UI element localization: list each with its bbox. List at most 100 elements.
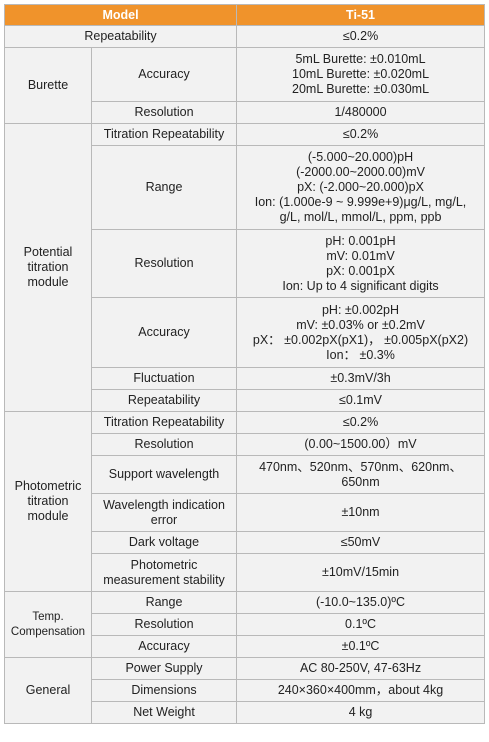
spec-value: ≤0.2% bbox=[236, 123, 486, 146]
value-line: pX: (-2.000~20.000)pX bbox=[297, 180, 424, 194]
spec-value: ≤0.1mV bbox=[236, 389, 486, 412]
spec-label: Fluctuation bbox=[90, 367, 238, 390]
table-row: Repeatability ≤0.2% bbox=[3, 25, 486, 48]
group-potential: Potential titration module bbox=[4, 123, 92, 412]
group-photometric: Photometric titration module bbox=[4, 411, 92, 592]
spec-label: Power Supply bbox=[90, 657, 238, 680]
spec-label: Dark voltage bbox=[90, 531, 238, 554]
spec-value: (-5.000~20.000)pH (-2000.00~2000.00)mV p… bbox=[236, 145, 486, 230]
table-row: Resolution 1/480000 bbox=[5, 101, 486, 124]
spec-label: Resolution bbox=[90, 101, 238, 124]
table-row: Repeatability ≤0.1mV bbox=[5, 389, 486, 412]
group-line: Temp. bbox=[32, 610, 64, 623]
table-row: Resolution 0.1ºC bbox=[5, 613, 486, 636]
spec-label: Titration Repeatability bbox=[90, 411, 238, 434]
spec-label: Repeatability bbox=[90, 389, 238, 412]
spec-value: pH: ±0.002pH mV: ±0.03% or ±0.2mV pX： ±0… bbox=[236, 297, 486, 368]
value-line: 470nm、520nm、570nm、620nm、 bbox=[259, 459, 462, 474]
spec-value: 470nm、520nm、570nm、620nm、 650nm bbox=[236, 455, 486, 494]
spec-label: Repeatability bbox=[3, 25, 238, 48]
label-line: Wavelength indication bbox=[103, 497, 225, 512]
spec-label: Resolution bbox=[90, 613, 238, 636]
spec-label: Dimensions bbox=[90, 679, 238, 702]
value-line: 650nm bbox=[341, 474, 380, 489]
group-line: titration bbox=[27, 494, 69, 508]
value-line: pH: ±0.002pH bbox=[321, 302, 400, 317]
table-row: Resolution pH: 0.001pH mV: 0.01mV pX: 0.… bbox=[5, 229, 486, 298]
value-line: 20mL Burette: ±0.030mL bbox=[292, 82, 430, 96]
header-row: Model Ti-51 bbox=[3, 4, 486, 26]
value-line: Ion: Up to 4 significant digits bbox=[282, 278, 439, 293]
label-line: measurement stability bbox=[103, 572, 225, 587]
value-line: (-2000.00~2000.00)mV bbox=[296, 165, 425, 179]
spec-table: Model Ti-51 Repeatability ≤0.2% Burette … bbox=[3, 4, 486, 724]
spec-value: ≤50mV bbox=[236, 531, 486, 554]
group-line: Photometric bbox=[14, 479, 82, 493]
spec-value: 240×360×400mm，about 4kg bbox=[236, 679, 486, 702]
spec-label: Accuracy bbox=[90, 297, 238, 368]
value-line: g/L, mol/L, mmol/L, ppm, ppb bbox=[279, 210, 442, 224]
value-line: mV: 0.01mV bbox=[326, 248, 395, 263]
label-line: Photometric bbox=[130, 557, 198, 572]
label-line: error bbox=[150, 512, 178, 527]
table-row: Resolution (0.00~1500.00）mV bbox=[5, 433, 486, 456]
table-row: Range (-5.000~20.000)pH (-2000.00~2000.0… bbox=[5, 145, 486, 230]
spec-label: Resolution bbox=[90, 229, 238, 298]
header-model: Model bbox=[3, 4, 238, 26]
value-line: mV: ±0.03% or ±0.2mV bbox=[296, 317, 425, 332]
value-line: 10mL Burette: ±0.020mL bbox=[292, 67, 430, 81]
group-line: module bbox=[27, 275, 69, 289]
spec-value: ±0.3mV/3h bbox=[236, 367, 486, 390]
table-row: Net Weight 4 kg bbox=[5, 701, 486, 724]
table-row: Temp. Compensation Range (-10.0~135.0)ºC bbox=[4, 591, 486, 658]
spec-label: Photometric measurement stability bbox=[90, 553, 238, 592]
spec-label: Resolution bbox=[90, 433, 238, 456]
value-line: Ion： ±0.3% bbox=[326, 347, 395, 362]
table-row: Accuracy ±0.1ºC bbox=[5, 635, 486, 658]
table-row: Dimensions 240×360×400mm，about 4kg bbox=[5, 679, 486, 702]
spec-label: Accuracy bbox=[90, 635, 238, 658]
value-line: pH: 0.001pH bbox=[325, 233, 396, 248]
spec-label: Titration Repeatability bbox=[90, 123, 238, 146]
spec-label: Accuracy bbox=[90, 47, 238, 102]
table-row: General Power Supply AC 80-250V, 47-63Hz bbox=[4, 657, 486, 724]
table-row: Accuracy pH: ±0.002pH mV: ±0.03% or ±0.2… bbox=[5, 297, 486, 368]
value-line: pX: 0.001pX bbox=[326, 263, 395, 278]
group-burette: Burette bbox=[4, 47, 92, 124]
group-general: General bbox=[4, 657, 92, 724]
spec-value: ±0.1ºC bbox=[236, 635, 486, 658]
table-row: Fluctuation ±0.3mV/3h bbox=[5, 367, 486, 390]
spec-value: 1/480000 bbox=[236, 101, 486, 124]
group-line: module bbox=[27, 509, 69, 523]
spec-value: (-10.0~135.0)ºC bbox=[236, 591, 486, 614]
header-model-name: Ti-51 bbox=[236, 4, 486, 26]
value-line: Ion: (1.000e-9 ~ 9.999e+9)μg/L, mg/L, bbox=[254, 195, 467, 209]
spec-value: pH: 0.001pH mV: 0.01mV pX: 0.001pX Ion: … bbox=[236, 229, 486, 298]
table-row: Support wavelength 470nm、520nm、570nm、620… bbox=[5, 455, 486, 494]
group-line: Compensation bbox=[10, 625, 86, 638]
spec-value: ≤0.2% bbox=[236, 25, 486, 48]
spec-value: ±10mV/15min bbox=[236, 553, 486, 592]
table-row: Burette Accuracy 5mL Burette: ±0.010mL 1… bbox=[4, 47, 486, 124]
spec-label: Wavelength indication error bbox=[90, 493, 238, 532]
spec-value: 5mL Burette: ±0.010mL 10mL Burette: ±0.0… bbox=[236, 47, 486, 102]
table-row: Photometric measurement stability ±10mV/… bbox=[5, 553, 486, 592]
value-line: (-5.000~20.000)pH bbox=[307, 150, 414, 164]
spec-value: 0.1ºC bbox=[236, 613, 486, 636]
table-row: Wavelength indication error ±10nm bbox=[5, 493, 486, 532]
table-row: Photometric titration module Titration R… bbox=[4, 411, 486, 592]
spec-label: Range bbox=[90, 145, 238, 230]
group-line: Potential bbox=[23, 245, 73, 259]
spec-value: ±10nm bbox=[236, 493, 486, 532]
spec-value: AC 80-250V, 47-63Hz bbox=[236, 657, 486, 680]
value-line: pX： ±0.002pX(pX1)， ±0.005pX(pX2) bbox=[252, 332, 469, 347]
spec-label: Net Weight bbox=[90, 701, 238, 724]
group-line: titration bbox=[27, 260, 69, 274]
table-row: Potential titration module Titration Rep… bbox=[4, 123, 486, 412]
group-temp-compensation: Temp. Compensation bbox=[4, 591, 92, 658]
spec-value: ≤0.2% bbox=[236, 411, 486, 434]
value-line: 5mL Burette: ±0.010mL bbox=[295, 52, 426, 66]
spec-label: Support wavelength bbox=[90, 455, 238, 494]
spec-value: (0.00~1500.00）mV bbox=[236, 433, 486, 456]
spec-value: 4 kg bbox=[236, 701, 486, 724]
